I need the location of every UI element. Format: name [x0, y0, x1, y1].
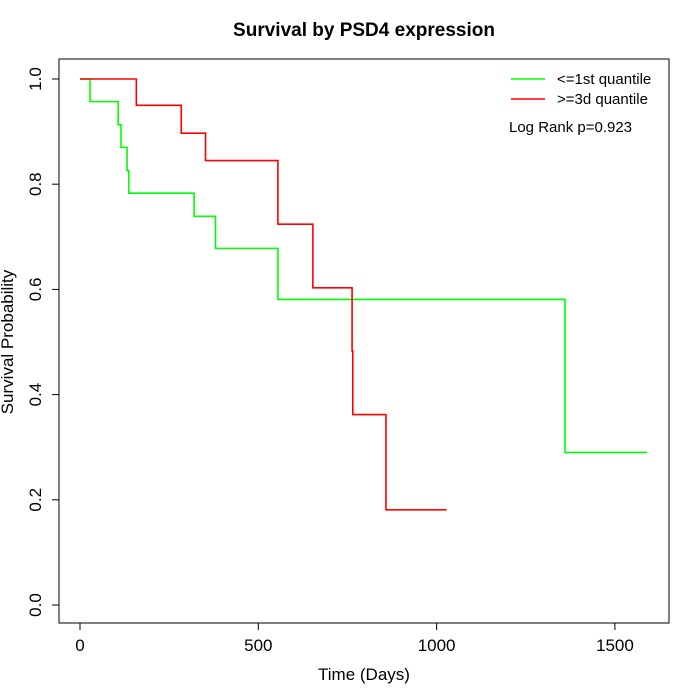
y-tick-label: 0.0 — [26, 593, 45, 617]
x-axis-label: Time (Days) — [318, 665, 410, 684]
y-tick-label: 1.0 — [26, 67, 45, 91]
legend-label: >=3d quantile — [557, 91, 648, 108]
y-tick-label: 0.2 — [26, 488, 45, 512]
log-rank-annotation: Log Rank p=0.923 — [509, 119, 632, 136]
x-tick-label: 500 — [244, 636, 272, 655]
legend-label: <=1st quantile — [557, 71, 651, 88]
legend: <=1st quantile >=3d quantile — [511, 71, 651, 108]
x-tick-label: 0 — [75, 636, 84, 655]
survival-curves — [80, 78, 647, 511]
x-tick-label: 1000 — [418, 636, 456, 655]
y-axis: 0.0 0.2 0.4 0.6 0.8 1.0 — [26, 67, 60, 617]
survival-curve-series-1 — [80, 78, 647, 454]
plot-frame — [58, 58, 670, 624]
x-tick-label: 1500 — [596, 636, 634, 655]
y-tick-label: 0.6 — [26, 278, 45, 302]
chart-title: Survival by PSD4 expression — [233, 20, 495, 41]
y-tick-label: 0.4 — [26, 383, 45, 407]
y-axis-label: Survival Probability — [0, 269, 17, 414]
y-tick-label: 0.8 — [26, 172, 45, 196]
x-axis: 0 500 1000 1500 — [75, 622, 634, 655]
survival-curve-series-2 — [80, 78, 447, 511]
